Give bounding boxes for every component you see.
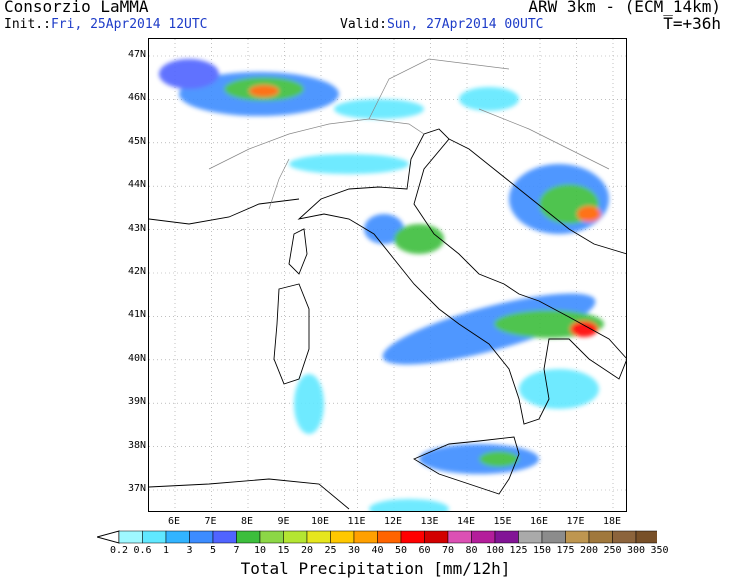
longitude-label: 14E bbox=[456, 516, 476, 527]
longitude-label: 13E bbox=[420, 516, 439, 527]
colorbar-tick-label: 25 bbox=[324, 545, 337, 556]
colorbar-swatch bbox=[118, 530, 143, 544]
init-value: Fri, 25Apr2014 12UTC bbox=[50, 17, 208, 32]
colorbar-tick-label: 80 bbox=[465, 545, 478, 556]
colorbar-title: Total Precipitation [mm/12h] bbox=[240, 559, 511, 578]
colorbar-tick-label: 20 bbox=[300, 545, 314, 556]
colorbar-swatch bbox=[259, 530, 284, 544]
latitude-label: 46N bbox=[127, 92, 146, 104]
latitude-label: 42N bbox=[127, 266, 146, 277]
colorbar-tick-label: 60 bbox=[418, 545, 431, 556]
colorbar-tick-label: 5 bbox=[209, 545, 217, 556]
latitude-label: 39N bbox=[127, 396, 146, 408]
colorbar-swatch bbox=[518, 530, 543, 544]
precipitation-field bbox=[159, 59, 609, 511]
colorbar-swatch bbox=[541, 530, 566, 544]
colorbar-tick-label: 175 bbox=[556, 545, 575, 556]
colorbar-tick-label: 100 bbox=[485, 545, 505, 556]
precipitation-map bbox=[148, 38, 627, 512]
colorbar-swatch bbox=[635, 530, 657, 544]
colorbar-tick-label: 15 bbox=[277, 545, 290, 556]
colorbar-swatch bbox=[447, 530, 472, 544]
latitude-label: 38N bbox=[127, 439, 146, 451]
colorbar-tick-label: 70 bbox=[441, 545, 455, 556]
colorbar-swatch bbox=[353, 530, 378, 544]
longitude-label: 18E bbox=[602, 516, 622, 527]
colorbar-tick-label: 150 bbox=[532, 545, 552, 556]
latitude-label: 47N bbox=[127, 49, 146, 60]
colorbar-swatch bbox=[565, 530, 590, 544]
colorbar-swatch bbox=[588, 530, 613, 544]
agency-title: Consorzio LaMMA bbox=[4, 0, 149, 16]
model-title: ARW 3km - (ECM_14km) bbox=[528, 0, 721, 16]
colorbar-tick-label: 0.2 bbox=[109, 545, 129, 556]
colorbar-swatch bbox=[424, 530, 449, 544]
colorbar-tick-label: 0.6 bbox=[133, 545, 152, 556]
latitude-label: 41N bbox=[127, 309, 146, 321]
colorbar-swatch bbox=[165, 530, 190, 544]
longitude-label: 9E bbox=[277, 516, 290, 527]
colorbar-swatch bbox=[612, 530, 637, 544]
longitude-label: 7E bbox=[204, 516, 217, 527]
colorbar-tick-label: 50 bbox=[394, 545, 408, 556]
colorbar-swatch bbox=[330, 530, 355, 544]
latitude-label: 44N bbox=[127, 179, 146, 191]
valid-value: Sun, 27Apr2014 00UTC bbox=[386, 17, 544, 32]
longitude-label: 10E bbox=[310, 516, 330, 527]
colorbar-tick-label: 200 bbox=[579, 545, 599, 556]
colorbar-swatch bbox=[142, 530, 167, 544]
colorbar-tick-label: 3 bbox=[186, 545, 193, 556]
colorbar-tick-label: 250 bbox=[603, 545, 622, 556]
colorbar-low-arrow bbox=[97, 530, 120, 544]
colorbar-tick-label: 350 bbox=[650, 545, 669, 556]
colorbar-swatch bbox=[236, 530, 261, 544]
valid-label: Valid: bbox=[340, 17, 387, 32]
longitude-label: 17E bbox=[566, 516, 585, 527]
colorbar-tick-label: 40 bbox=[371, 545, 384, 556]
colorbar-tick-label: 7 bbox=[233, 545, 240, 556]
colorbar-swatch bbox=[212, 530, 237, 544]
init-label: Init.: bbox=[4, 17, 51, 32]
colorbar-swatch bbox=[283, 530, 308, 544]
colorbar bbox=[97, 530, 657, 544]
colorbar-swatch bbox=[471, 530, 496, 544]
colorbar-tick-label: 1 bbox=[162, 545, 170, 556]
lead-time: T=+36h bbox=[663, 14, 721, 33]
longitude-label: 15E bbox=[493, 516, 512, 527]
longitude-label: 6E bbox=[167, 516, 181, 527]
colorbar-swatch bbox=[306, 530, 331, 544]
colorbar-tick-label: 30 bbox=[347, 545, 361, 556]
longitude-label: 11E bbox=[347, 516, 366, 527]
longitude-label: 12E bbox=[383, 516, 403, 527]
map-canvas bbox=[149, 39, 626, 511]
colorbar-tick-label: 300 bbox=[626, 545, 646, 556]
borders bbox=[208, 58, 610, 210]
init-time: Init.:Fri, 25Apr2014 12UTC bbox=[4, 17, 208, 32]
latitude-label: 43N bbox=[127, 222, 146, 234]
latitude-label: 40N bbox=[127, 352, 146, 364]
colorbar-swatch bbox=[189, 530, 214, 544]
valid-time: Valid:Sun, 27Apr2014 00UTC bbox=[340, 17, 544, 32]
colorbar-tick-label: 125 bbox=[509, 545, 528, 556]
colorbar-tick-label: 10 bbox=[253, 545, 267, 556]
longitude-label: 8E bbox=[240, 516, 254, 527]
coastlines bbox=[149, 128, 626, 510]
colorbar-swatch bbox=[400, 530, 425, 544]
colorbar-swatch bbox=[494, 530, 519, 544]
longitude-label: 16E bbox=[529, 516, 549, 527]
latitude-label: 45N bbox=[127, 135, 146, 147]
latitude-label: 37N bbox=[127, 483, 146, 494]
colorbar-swatch bbox=[377, 530, 402, 544]
